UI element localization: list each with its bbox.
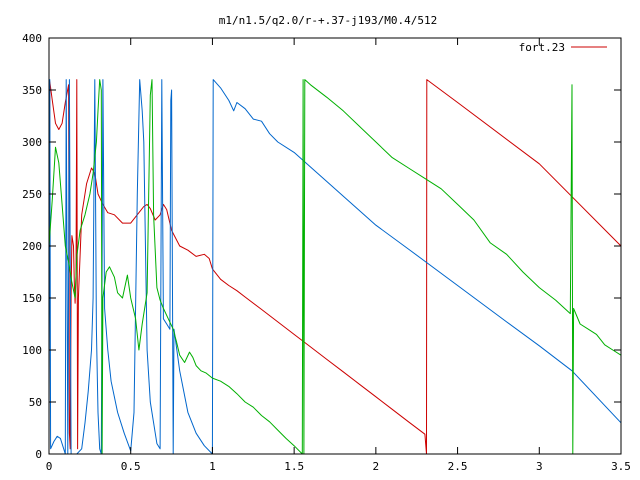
x-tick-label: 1.5 xyxy=(284,460,304,473)
y-tick-label: 250 xyxy=(22,188,42,201)
x-tick-label: 3.5 xyxy=(611,460,631,473)
y-tick-label: 350 xyxy=(22,84,42,97)
x-tick-label: 0 xyxy=(46,460,53,473)
legend-label: fort.23 xyxy=(519,41,565,54)
series-line-3 xyxy=(48,79,622,455)
chart-title: m1/n1.5/q2.0/r-+.37-j193/M0.4/512 xyxy=(219,14,438,27)
x-tick-label: 0.5 xyxy=(121,460,141,473)
axes-layer: 0 50 100 150 200 250 300 350 400 0 0.5 1 1.5 2 2.5 3 3.5 xyxy=(22,32,631,473)
x-tick-label: 3 xyxy=(536,460,543,473)
x-tick-label: 1 xyxy=(209,460,216,473)
y-tick-label: 200 xyxy=(22,240,42,253)
x-tick-label: 2.5 xyxy=(448,460,468,473)
y-tick-label: 50 xyxy=(29,396,42,409)
series-line-1 xyxy=(48,79,622,455)
x-tick-label: 2 xyxy=(373,460,380,473)
y-tick-label: 300 xyxy=(22,136,42,149)
series-layer xyxy=(48,79,622,455)
y-tick-label: 400 xyxy=(22,32,42,45)
series-line-2 xyxy=(48,79,622,455)
y-tick-label: 100 xyxy=(22,344,42,357)
y-tick-label: 0 xyxy=(35,448,42,461)
y-tick-label: 150 xyxy=(22,292,42,305)
legend: fort.23 xyxy=(519,41,607,54)
